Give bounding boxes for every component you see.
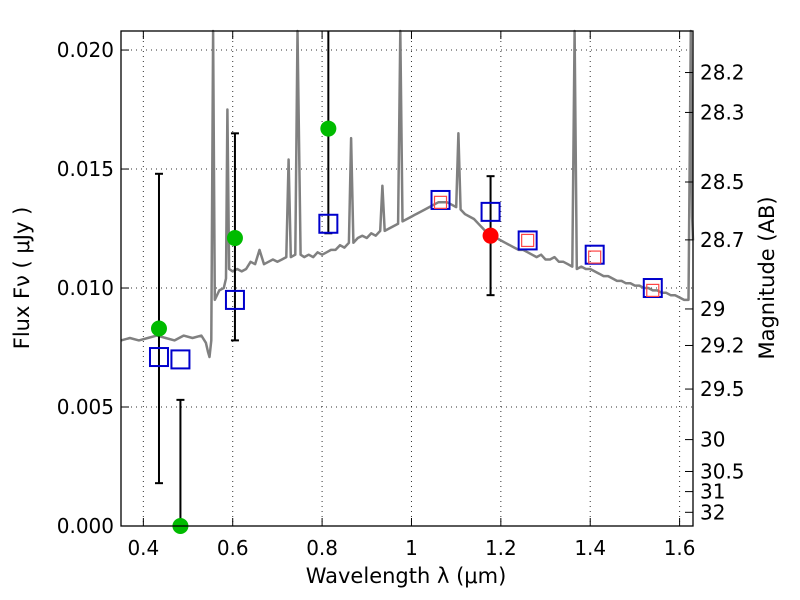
y-tick-label: 0.010 [57,276,114,300]
right-tick-label: 32 [700,500,725,524]
data-point-square [148,347,169,368]
plot-frame [120,30,694,527]
right-tick-label: 28.7 [700,228,745,252]
right-tick-label: 28.2 [700,61,745,85]
right-tick-label: 29 [700,297,725,321]
data-point-square [588,250,602,264]
data-point-square [584,244,605,265]
data-point-square [642,278,663,299]
y-axis-title: Flux Fν ( μJy ) [10,207,34,350]
right-axis-title: Magnitude (AB) [755,196,779,359]
x-axis-ticks: 0.4 0.6 0.8 1 1.2 1.4 1.6 [127,31,696,560]
x-tick-label: 1.2 [485,536,517,560]
data-point-square [480,201,501,222]
y-tick-label: 0.020 [57,38,114,62]
data-point-circle [150,320,167,337]
x-tick-label: 0.8 [306,536,338,560]
y-tick-label: 0.015 [57,157,114,181]
data-point-square [517,230,538,251]
data-point-square [430,189,451,210]
y-axis-ticks: 0.000 0.005 0.010 0.015 0.020 [57,38,129,538]
x-tick-label: 1.6 [664,536,696,560]
data-point-circle [226,230,243,247]
data-point-square [170,349,191,370]
right-tick-label: 30 [700,428,725,452]
x-tick-label: 0.6 [217,536,249,560]
right-tick-label: 28.3 [700,100,745,124]
data-point-square [521,233,535,248]
y-tick-label: 0.005 [57,395,114,419]
data-point-square [224,289,245,310]
data-point-square [318,213,339,234]
data-point-square [646,283,660,297]
data-point-circle [320,120,337,137]
spectrum-layer [120,29,695,359]
x-tick-label: 0.4 [127,536,159,560]
data-point-circle [482,227,499,244]
right-tick-label: 28.5 [700,170,745,194]
y-tick-label: 0.000 [57,514,114,538]
right-tick-label: 30.5 [700,459,745,483]
spectrum-line [120,29,695,359]
x-axis-title: Wavelength λ (μm) [306,564,507,588]
right-tick-label: 29.5 [700,377,745,401]
x-tick-label: 1 [405,536,418,560]
data-point-square [433,195,448,209]
right-tick-label: 31 [700,480,725,504]
right-tick-label: 29.2 [700,333,745,357]
x-tick-label: 1.4 [574,536,606,560]
